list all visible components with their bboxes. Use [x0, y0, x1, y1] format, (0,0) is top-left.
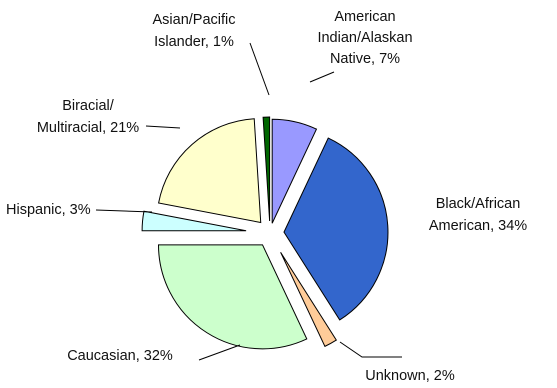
leader-line-caucasian: [198, 344, 241, 361]
data-label-line-asian: Islander, 1%: [154, 34, 234, 50]
data-label-line-american_indian: Indian/Alaskan: [317, 30, 412, 46]
labels-group: American Indian/Alaskan Native, 7% Black/Af…: [6, 9, 527, 384]
data-label-black: Black/African American, 34%: [429, 196, 527, 234]
leader-line-unknown: [339, 341, 402, 358]
leader-line-american_indian: [309, 71, 335, 83]
pie-slice-black: [283, 137, 389, 321]
leader-line-asian: [249, 42, 270, 96]
data-label-caucasian: Caucasian, 32%: [67, 348, 173, 364]
data-label-line-american_indian: Native, 7%: [330, 51, 400, 67]
data-label-american_indian: American Indian/Alaskan Native, 7%: [317, 9, 412, 67]
data-label-line-hispanic: Hispanic, 3%: [6, 202, 91, 218]
pie-slice-american_indian: [271, 118, 318, 224]
data-label-line-asian: Asian/Pacific: [152, 12, 235, 28]
data-label-line-biracial: Multiracial, 21%: [37, 120, 139, 136]
data-label-line-unknown: Unknown, 2%: [365, 368, 455, 384]
data-label-unknown: Unknown, 2%: [365, 368, 455, 384]
leader-line-hispanic: [95, 209, 153, 213]
pie-slice-unknown: [280, 252, 338, 348]
data-label-line-biracial: Biracial/: [62, 98, 115, 114]
leader-line-biracial: [145, 125, 181, 129]
pie-slice-biracial: [157, 118, 262, 224]
data-label-line-black: Black/African: [436, 196, 521, 212]
data-label-line-american_indian: American: [334, 9, 395, 25]
data-label-asian: Asian/Pacific Islander, 1%: [152, 12, 235, 50]
data-label-hispanic: Hispanic, 3%: [6, 202, 91, 218]
pie-slice-caucasian: [157, 244, 308, 350]
leader-lines-group: [95, 42, 402, 361]
data-label-line-black: American, 34%: [429, 218, 527, 234]
data-label-biracial: Biracial/Multiracial, 21%: [37, 98, 139, 136]
pie-slice-asian: [262, 116, 271, 222]
data-label-line-caucasian: Caucasian, 32%: [67, 348, 173, 364]
slices-group: [141, 116, 389, 350]
